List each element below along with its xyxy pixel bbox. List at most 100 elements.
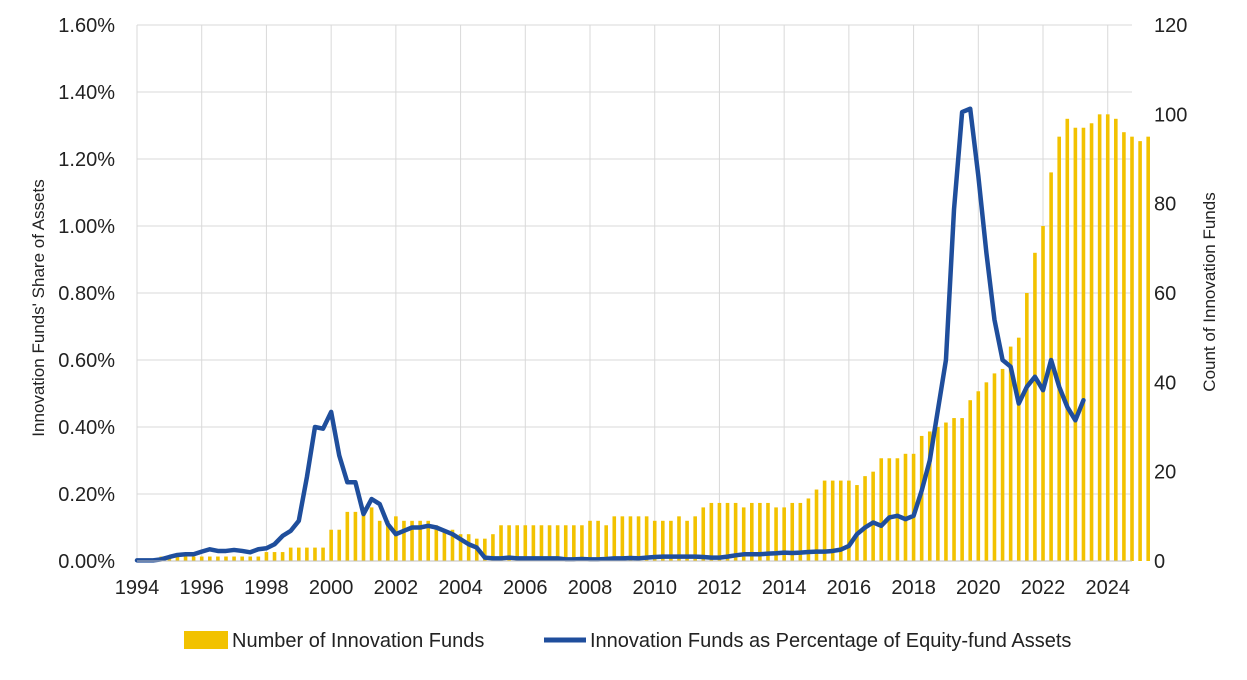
bar bbox=[345, 511, 350, 561]
bar bbox=[1065, 118, 1070, 562]
bar bbox=[628, 516, 633, 561]
line-series-innovation-funds-percentage bbox=[134, 106, 1086, 563]
bar bbox=[976, 391, 981, 561]
bar bbox=[410, 520, 414, 561]
bar bbox=[224, 556, 228, 561]
bar bbox=[782, 507, 786, 561]
bar bbox=[766, 502, 770, 561]
bar bbox=[960, 418, 964, 561]
x-tick-label: 2006 bbox=[503, 577, 548, 599]
bar bbox=[191, 556, 196, 561]
y-left-tick-label: 1.00% bbox=[58, 216, 115, 238]
bar bbox=[847, 480, 851, 561]
x-tick-label: 2018 bbox=[891, 577, 936, 599]
bar bbox=[572, 525, 576, 561]
bar bbox=[661, 520, 665, 561]
bar bbox=[442, 529, 447, 561]
legend: Number of Innovation Funds Innovation Fun… bbox=[184, 630, 1071, 652]
bar bbox=[458, 534, 463, 561]
bar bbox=[240, 556, 244, 561]
bar bbox=[677, 516, 681, 561]
bar bbox=[337, 529, 342, 561]
bar bbox=[199, 556, 204, 561]
bar bbox=[968, 400, 973, 561]
x-tick-label: 2000 bbox=[309, 577, 354, 599]
x-tick-label: 2012 bbox=[697, 577, 742, 599]
bar bbox=[385, 520, 390, 561]
bar bbox=[685, 520, 689, 561]
bar bbox=[394, 516, 398, 561]
bar bbox=[402, 520, 406, 561]
y-left-tick-label: 1.40% bbox=[58, 82, 115, 104]
bar bbox=[895, 458, 900, 561]
bar bbox=[1008, 346, 1013, 561]
bar bbox=[288, 547, 293, 561]
bar bbox=[434, 525, 439, 561]
bar bbox=[369, 507, 374, 561]
bar bbox=[1073, 127, 1078, 561]
bar bbox=[952, 418, 956, 561]
bar bbox=[563, 525, 568, 561]
bar bbox=[927, 431, 932, 561]
bar bbox=[1016, 337, 1021, 561]
y-left-tick-label: 0.60% bbox=[58, 350, 115, 372]
bar bbox=[515, 525, 520, 561]
bar bbox=[992, 373, 997, 561]
bar bbox=[361, 507, 366, 561]
bar bbox=[733, 502, 738, 561]
x-tick-label: 2008 bbox=[568, 577, 613, 599]
x-tick-label: 2022 bbox=[1021, 577, 1066, 599]
y-left-axis-title: Innovation Funds' Share of Assets bbox=[29, 179, 48, 436]
gridlines bbox=[136, 24, 1132, 562]
bar bbox=[1114, 118, 1118, 562]
bar bbox=[855, 485, 859, 561]
bar bbox=[175, 556, 180, 561]
bar bbox=[539, 525, 544, 561]
bar bbox=[1057, 136, 1061, 561]
bar bbox=[596, 520, 600, 561]
series-line bbox=[134, 106, 1086, 563]
x-tick-label: 1994 bbox=[115, 577, 160, 599]
bar bbox=[1146, 136, 1150, 561]
bar bbox=[1089, 123, 1094, 562]
y-left-tick-label: 0.80% bbox=[58, 283, 115, 305]
bar bbox=[838, 480, 843, 561]
y-right-tick-label: 120 bbox=[1154, 15, 1187, 37]
bar bbox=[418, 520, 422, 561]
bar bbox=[248, 556, 253, 561]
legend-label-bar: Number of Innovation Funds bbox=[232, 630, 484, 652]
bar bbox=[1041, 226, 1045, 561]
y-left-tick-label: 1.60% bbox=[58, 15, 115, 37]
bar bbox=[636, 516, 641, 561]
x-tick-label: 2020 bbox=[956, 577, 1001, 599]
x-tick-label: 1996 bbox=[179, 577, 224, 599]
bar bbox=[1105, 114, 1110, 561]
bar bbox=[830, 480, 835, 561]
bar bbox=[555, 525, 560, 561]
bar bbox=[523, 525, 528, 561]
bar bbox=[944, 422, 948, 561]
bar bbox=[1025, 293, 1029, 561]
y-left-tick-label: 1.20% bbox=[58, 149, 115, 171]
bar bbox=[256, 556, 261, 561]
axes: 0.00% 0.20% 0.40% 0.60% 0.80% 1.00% 1.20% 1.40%… bbox=[58, 15, 1187, 599]
y-right-tick-label: 40 bbox=[1154, 372, 1176, 394]
x-tick-label: 2024 bbox=[1085, 577, 1130, 599]
bar bbox=[321, 547, 325, 561]
bar bbox=[693, 516, 697, 561]
bar bbox=[450, 529, 455, 561]
y-left-tick-label: 0.40% bbox=[58, 417, 115, 439]
bar bbox=[919, 435, 924, 561]
y-right-tick-label: 100 bbox=[1154, 104, 1187, 126]
x-tick-label: 1998 bbox=[244, 577, 289, 599]
bar bbox=[264, 552, 269, 561]
bar bbox=[758, 502, 762, 561]
bar bbox=[709, 502, 714, 561]
bar bbox=[329, 529, 333, 561]
y-left-tick-label: 0.20% bbox=[58, 484, 115, 506]
bar bbox=[725, 502, 730, 561]
bar bbox=[871, 471, 875, 561]
bar bbox=[466, 534, 471, 561]
